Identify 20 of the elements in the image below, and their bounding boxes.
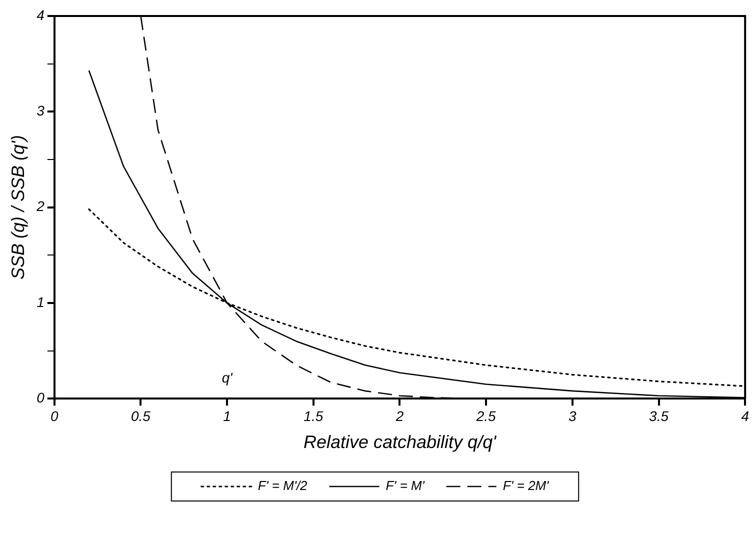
y-tick-label: 4 [36,6,45,23]
annotation: q' [222,369,234,386]
y-tick-label: 1 [36,294,44,310]
y-axis-title: SSB (q) / SSB (q') [8,135,28,280]
x-tick-label: 2.5 [475,408,496,424]
legend-label: F' = M' [386,478,425,494]
x-tick-label: 1.5 [304,408,324,424]
legend-label: F' = M'/2 [258,478,308,494]
y-tick-label: 3 [36,102,45,119]
x-tick-label: 3.5 [649,408,669,424]
x-tick-label: 1 [223,408,231,424]
x-tick-label: 4 [741,408,750,424]
x-tick-label: 0.5 [130,408,151,424]
y-tick-label: 0 [36,389,45,406]
legend-label: F' = 2M' [502,478,550,494]
x-tick-label: 2 [394,408,404,424]
x-tick-label: 0 [50,408,58,424]
x-tick-label: 3 [568,408,577,424]
y-tick-label: 2 [36,198,45,214]
x-axis-title: Relative catchability q/q' [303,432,497,452]
